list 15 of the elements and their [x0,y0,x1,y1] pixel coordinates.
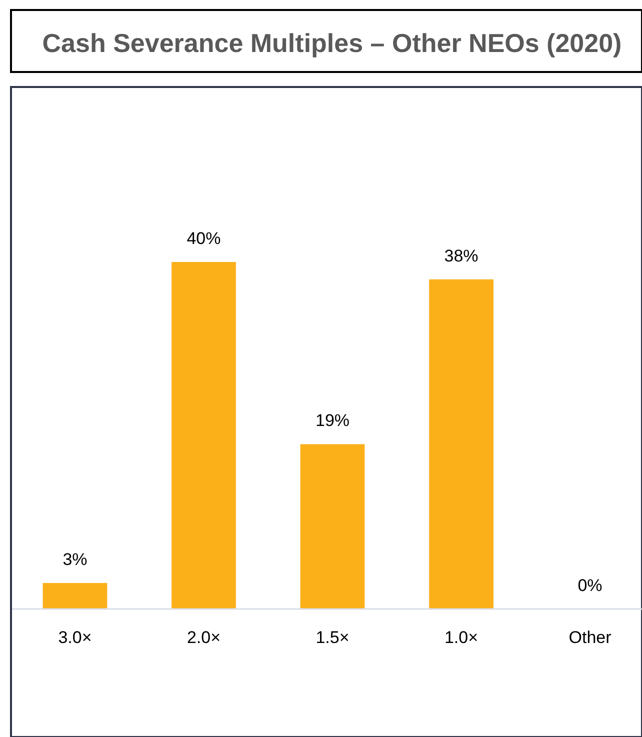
bar [300,444,365,609]
x-tick-label: 2.0× [186,628,221,647]
chart-title: Cash Severance Multiples – Other NEOs (2020) [42,28,622,58]
x-tick-label: Other [568,628,612,647]
x-tick-label: 1.0× [444,628,478,647]
bar [429,279,494,609]
data-label: 3% [62,550,88,569]
data-label: 38% [444,246,478,266]
x-tick-label: 1.5× [316,628,350,647]
data-label: 40% [186,229,221,248]
x-tick-label: 3.0× [58,628,92,647]
bar [172,262,236,609]
data-label: 0% [578,576,602,595]
data-label: 19% [315,411,350,430]
bar [42,582,108,609]
